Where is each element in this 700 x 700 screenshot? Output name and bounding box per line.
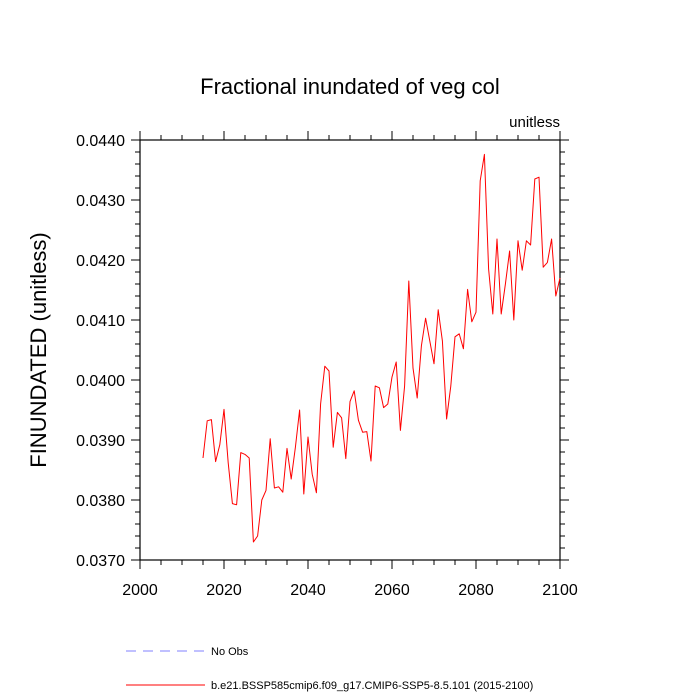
x-tick-label: 2040	[290, 582, 326, 599]
series-line	[202, 153, 561, 543]
y-tick-label: 0.0390	[76, 433, 125, 450]
y-tick-label: 0.0370	[76, 553, 125, 570]
y-tick-label: 0.0440	[76, 133, 125, 150]
axis-ticks	[131, 131, 569, 569]
y-tick-label: 0.0420	[76, 253, 125, 270]
y-tick-label: 0.0410	[76, 313, 125, 330]
y-axis-label: FINUNDATED (unitless)	[26, 232, 51, 468]
y-tick-label: 0.0430	[76, 193, 125, 210]
x-tick-label: 2060	[374, 582, 410, 599]
y-tick-label: 0.0400	[76, 373, 125, 390]
x-tick-label: 2000	[122, 582, 158, 599]
legend-label-model: b.e21.BSSP585cmip6.f09_g17.CMIP6-SSP5-8.…	[211, 680, 533, 692]
series-layer	[202, 153, 561, 543]
legend: No Obs b.e21.BSSP585cmip6.f09_g17.CMIP6-…	[126, 646, 533, 692]
x-tick-label: 2020	[206, 582, 242, 599]
y-tick-label: 0.0380	[76, 493, 125, 510]
chart-title: Fractional inundated of veg col	[200, 74, 500, 99]
plot-frame	[139, 139, 561, 561]
x-tick-label: 2100	[542, 582, 578, 599]
legend-label-no-obs: No Obs	[211, 646, 249, 658]
units-label: unitless	[509, 114, 560, 131]
x-tick-label: 2080	[458, 582, 494, 599]
axis-tick-labels: 2000 2020 2040 2060 2080 2100 0.0370 0.0380 0.03…	[76, 133, 578, 599]
